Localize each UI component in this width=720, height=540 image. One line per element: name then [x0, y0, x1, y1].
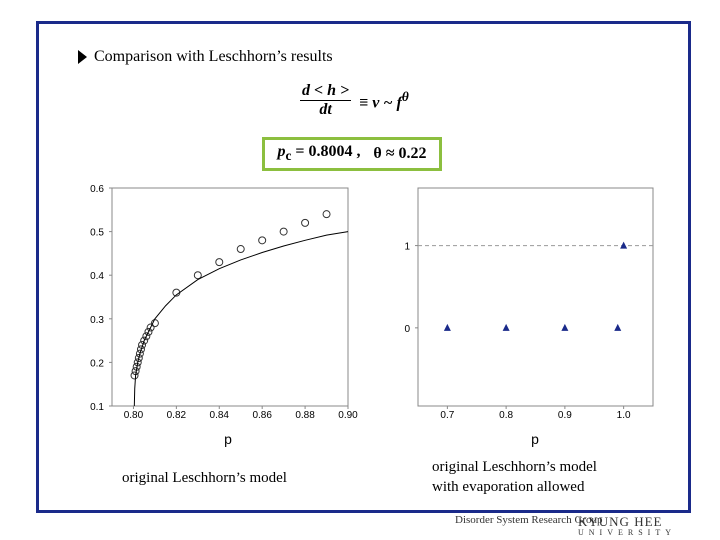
pc-value: pc = 0.8004 ,: [277, 143, 360, 164]
slide-frame: [36, 21, 691, 513]
chart-0-point: [142, 332, 151, 341]
critical-value-box: pc = 0.8004 , θ ≈ 0.22: [262, 137, 442, 171]
chart-0-point: [236, 245, 245, 254]
chart-0-xtick-label: 0.86: [252, 410, 272, 421]
bullet-triangle-icon: [78, 50, 87, 64]
chart-1-xtick-label: 0.8: [499, 410, 513, 421]
formula-numerator: d < h >: [300, 82, 352, 101]
chart-0-point: [134, 354, 143, 363]
pc-symbol: p: [277, 143, 286, 161]
university-logo: KYUNG HEE UNIVERSITY: [578, 514, 676, 537]
slide-title-text: Comparison with Leschhorn’s results: [94, 48, 333, 65]
chart-0-point: [144, 327, 153, 336]
chart-1-point: [502, 323, 510, 331]
chart-0-point: [136, 345, 145, 354]
formula-rhs: ≡ v ~ fθ: [359, 89, 409, 112]
research-group-logo: Disorder System Research Group: [455, 514, 603, 526]
formula-denominator: dt: [319, 101, 332, 118]
chart-0-xtick-label: 0.90: [338, 410, 358, 421]
chart-1-xtick-label: 0.7: [440, 410, 454, 421]
chart-0-ytick-label: 0.5: [90, 228, 104, 239]
chart-1-frame: [417, 187, 654, 407]
formula-exponent: θ: [401, 88, 409, 104]
chart-0-ytick-label: 0.4: [90, 271, 104, 282]
chart-1-xlabel: p: [531, 431, 539, 447]
caption-right-line2: with evaporation allowed: [432, 479, 585, 495]
chart-0-xtick-label: 0.88: [295, 410, 315, 421]
chart-1-ytick-label: 0: [404, 324, 410, 335]
chart-0-point: [279, 227, 288, 236]
university-logo-name: KYUNG HEE: [578, 514, 663, 529]
chart-1-point: [620, 241, 628, 249]
chart-0-point: [215, 258, 224, 267]
chart-1-point: [614, 323, 622, 331]
chart-1-ytick-label: 1: [404, 242, 410, 253]
chart-0-ytick-label: 0.6: [90, 184, 104, 195]
chart-0-point: [140, 336, 149, 345]
chart-0-point: [130, 371, 139, 380]
chart-0-point: [193, 271, 202, 280]
chart-1-xtick-label: 1.0: [617, 410, 631, 421]
chart-0-xtick-label: 0.80: [124, 410, 144, 421]
chart-0-point: [322, 210, 331, 219]
formula-fraction: d < h > dt: [300, 82, 352, 119]
chart-0-fit-line: [133, 231, 349, 407]
caption-right: original Leschhorn’s model with evaporat…: [432, 457, 597, 497]
chart-0-point: [146, 323, 155, 332]
slide-title: Comparison with Leschhorn’s results: [78, 48, 333, 66]
chart-0-xtick-label: 0.82: [167, 410, 187, 421]
university-logo-sub: UNIVERSITY: [578, 528, 676, 537]
pc-number: = 0.8004 ,: [295, 143, 361, 161]
theta-value: θ ≈ 0.22: [373, 145, 427, 162]
velocity-formula: d < h > dt ≡ v ~ fθ: [300, 82, 409, 119]
chart-0-point: [133, 358, 142, 367]
caption-left: original Leschhorn’s model: [122, 470, 287, 486]
chart-0-ytick-label: 0.2: [90, 358, 104, 369]
chart-0-xtick-label: 0.84: [210, 410, 230, 421]
caption-right-line1: original Leschhorn’s model: [432, 459, 597, 475]
chart-0-frame: [111, 187, 349, 407]
chart-0-point: [135, 349, 144, 358]
chart-1-point: [561, 323, 569, 331]
chart-1-xtick-label: 0.9: [558, 410, 572, 421]
chart-0-xlabel: p: [224, 431, 232, 447]
chart-0-point: [258, 236, 267, 245]
chart-0-ytick-label: 0.1: [90, 402, 104, 413]
chart-0-ytick-label: 0.3: [90, 315, 104, 326]
chart-1-point: [443, 323, 451, 331]
pc-subscript: c: [285, 148, 292, 164]
chart-0-point: [301, 218, 310, 227]
formula-rhs-text: ≡ v ~ f: [359, 94, 402, 112]
